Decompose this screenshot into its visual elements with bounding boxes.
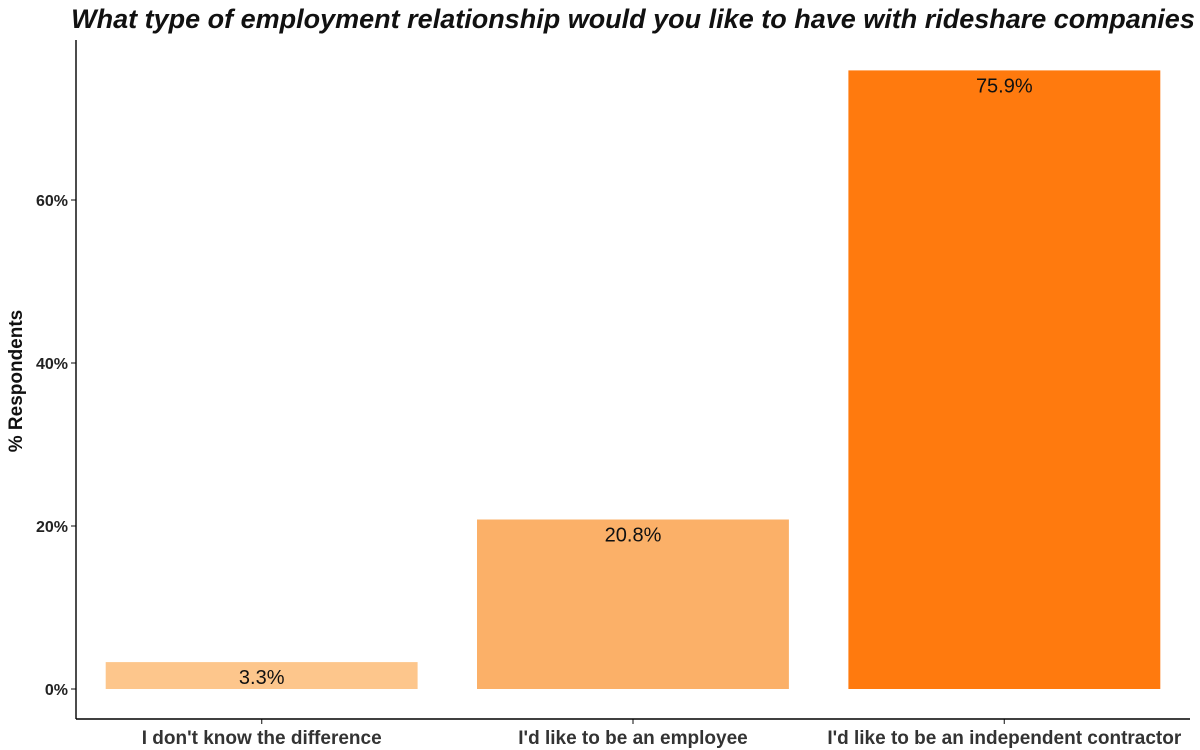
bars-layer: 3.3% 20.8% 75.9% xyxy=(105,70,1161,689)
y-tick-label: 20% xyxy=(36,519,68,536)
bar-3 xyxy=(848,70,1161,689)
x-category-labels: I don't know the difference I'd like to b… xyxy=(142,719,1182,749)
y-tick-label: 40% xyxy=(36,356,68,373)
bar-2 xyxy=(477,519,789,689)
y-tick-label: 0% xyxy=(45,682,68,699)
data-label-3: 75.9% xyxy=(976,75,1033,97)
data-label-1: 3.3% xyxy=(239,667,285,689)
x-category-label: I don't know the difference xyxy=(142,728,382,749)
y-axis-title: % Respondents xyxy=(6,310,27,453)
bar-1 xyxy=(105,662,418,689)
chart-title: What type of employment relationship wou… xyxy=(71,4,1195,34)
y-ticks-layer: 0% 20% 40% 60% xyxy=(36,193,76,699)
y-tick-label: 60% xyxy=(36,193,68,210)
data-label-2: 20.8% xyxy=(605,525,662,547)
x-category-label: I'd like to be an independent contractor xyxy=(827,728,1182,749)
x-category-label: I'd like to be an employee xyxy=(518,728,747,749)
